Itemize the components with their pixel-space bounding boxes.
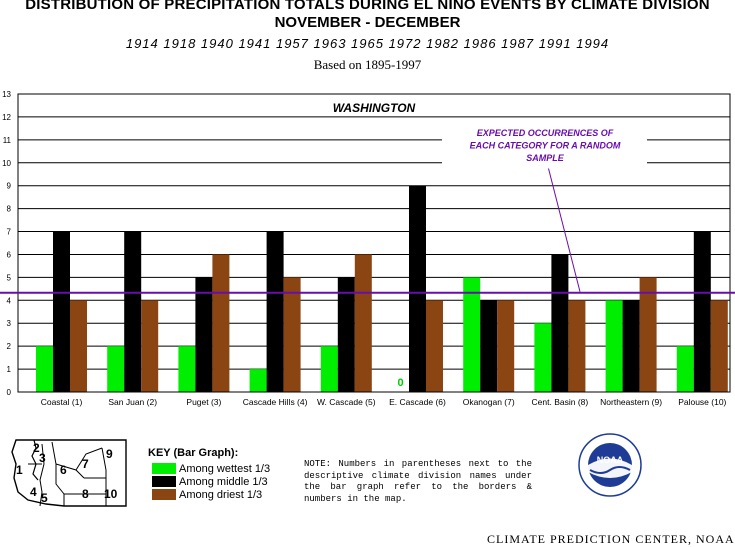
bar [426, 300, 443, 392]
bar [534, 323, 552, 392]
map-label-5: 5 [41, 491, 48, 505]
bar [283, 277, 301, 392]
key-swatch-middle [152, 476, 176, 487]
annotation-line: EXPECTED OCCURRENCES OF [477, 128, 614, 138]
bar [693, 231, 711, 392]
noaa-logo-icon: NOAA [578, 433, 642, 497]
map-label-6: 6 [60, 463, 67, 477]
bar [266, 231, 284, 392]
footer-credit: CLIMATE PREDICTION CENTER, NOAA [487, 532, 735, 546]
map-label-1: 1 [16, 463, 23, 477]
bar [568, 300, 586, 392]
bar [639, 277, 657, 392]
division-borders [28, 441, 107, 507]
y-tick-label: 13 [2, 90, 11, 99]
map-label-9: 9 [106, 447, 113, 461]
noaa-logo-text: NOAA [597, 455, 624, 465]
key-item-middle: Among middle 1/3 [152, 476, 268, 488]
x-category-label: San Juan (2) [108, 397, 157, 407]
x-category-label: W. Cascade (5) [317, 397, 376, 407]
annotation-line: SAMPLE [526, 153, 565, 163]
bar [676, 346, 694, 392]
x-category-label: E. Cascade (6) [389, 397, 446, 407]
key-title: KEY (Bar Graph): [148, 447, 239, 459]
x-category-label: Coastal (1) [41, 397, 83, 407]
state-outline [11, 439, 127, 507]
map-note: NOTE: Numbers in parentheses next to the… [304, 459, 532, 504]
y-tick-label: 11 [3, 136, 12, 145]
key-item-driest: Among driest 1/3 [152, 489, 262, 501]
bar [497, 300, 515, 392]
map-label-8: 8 [82, 487, 89, 501]
y-tick-label: 9 [7, 182, 12, 191]
washington-climate-division-map: 1 2 3 4 5 6 7 8 9 10 [11, 439, 127, 507]
y-tick-label: 8 [7, 205, 12, 214]
puget-sound-shape [31, 439, 39, 481]
bar [195, 277, 213, 392]
key-item-wettest: Among wettest 1/3 [152, 463, 270, 475]
x-category-label: Northeastern (9) [600, 397, 662, 407]
x-category-label: Cent. Basin (8) [532, 397, 589, 407]
map-label-2: 2 [33, 441, 40, 455]
bar [605, 300, 623, 392]
plot-frame [17, 93, 731, 393]
zero-value-label: 0 [397, 377, 403, 389]
y-tick-label: 12 [2, 113, 11, 122]
bar [124, 231, 142, 392]
x-category-label: Okanogan (7) [463, 397, 515, 407]
annotation-background [442, 125, 647, 169]
map-label-7: 7 [82, 457, 89, 471]
bar [337, 277, 355, 392]
y-tick-label: 6 [7, 250, 12, 259]
map-label-3: 3 [39, 451, 46, 465]
y-tick-label: 2 [7, 342, 12, 351]
bar [622, 300, 640, 392]
chart-title-line2: NOVEMBER - DECEMBER [274, 14, 461, 31]
bar [710, 300, 728, 392]
y-tick-label: 1 [7, 365, 12, 374]
key-swatch-wettest [152, 463, 176, 474]
base-period: Based on 1895-1997 [313, 57, 422, 72]
bars: 0 [36, 185, 728, 392]
bar [249, 369, 267, 392]
key-swatch-driest [152, 489, 176, 500]
expected-occurrence-annotation: EXPECTED OCCURRENCES OF EACH CATEGORY FOR… [442, 125, 647, 169]
bar [409, 185, 426, 392]
x-category-label: Puget (3) [186, 397, 221, 407]
el-nino-years: 1914 1918 1940 1941 1957 1963 1965 1972 … [125, 36, 610, 51]
key-label-driest: Among driest 1/3 [179, 489, 263, 501]
annotation-line: EACH CATEGORY FOR A RANDOM [470, 141, 621, 151]
y-tick-label: 10 [2, 159, 11, 168]
bar [141, 300, 159, 392]
y-tick-label: 5 [7, 273, 12, 282]
bar [354, 254, 372, 392]
bar [551, 254, 569, 392]
key-label-wettest: Among wettest 1/3 [179, 463, 271, 475]
y-tick-label: 3 [7, 319, 12, 328]
bar [212, 254, 230, 392]
bar [480, 300, 498, 392]
bar [178, 346, 196, 392]
y-tick-label: 4 [7, 296, 12, 305]
bar [36, 346, 53, 392]
bar [53, 231, 70, 392]
y-tick-label: 0 [7, 388, 12, 397]
x-axis-labels: Coastal (1) San Juan (2) Puget (3) Cascade … [41, 397, 727, 407]
x-category-label: Cascade Hills (4) [243, 397, 308, 407]
map-label-4: 4 [30, 485, 37, 499]
y-tick-label: 7 [7, 228, 12, 237]
chart-title-line1: DISTRIBUTION OF PRECIPITATION TOTALS DUR… [25, 0, 710, 13]
state-title: WASHINGTON [333, 101, 416, 115]
bar [320, 346, 338, 392]
map-label-10: 10 [104, 487, 118, 501]
key-label-middle: Among middle 1/3 [179, 476, 268, 488]
x-category-label: Palouse (10) [678, 397, 726, 407]
bar [70, 300, 87, 392]
annotation-pointer [547, 166, 581, 292]
bar [463, 277, 481, 392]
bar [107, 346, 125, 392]
